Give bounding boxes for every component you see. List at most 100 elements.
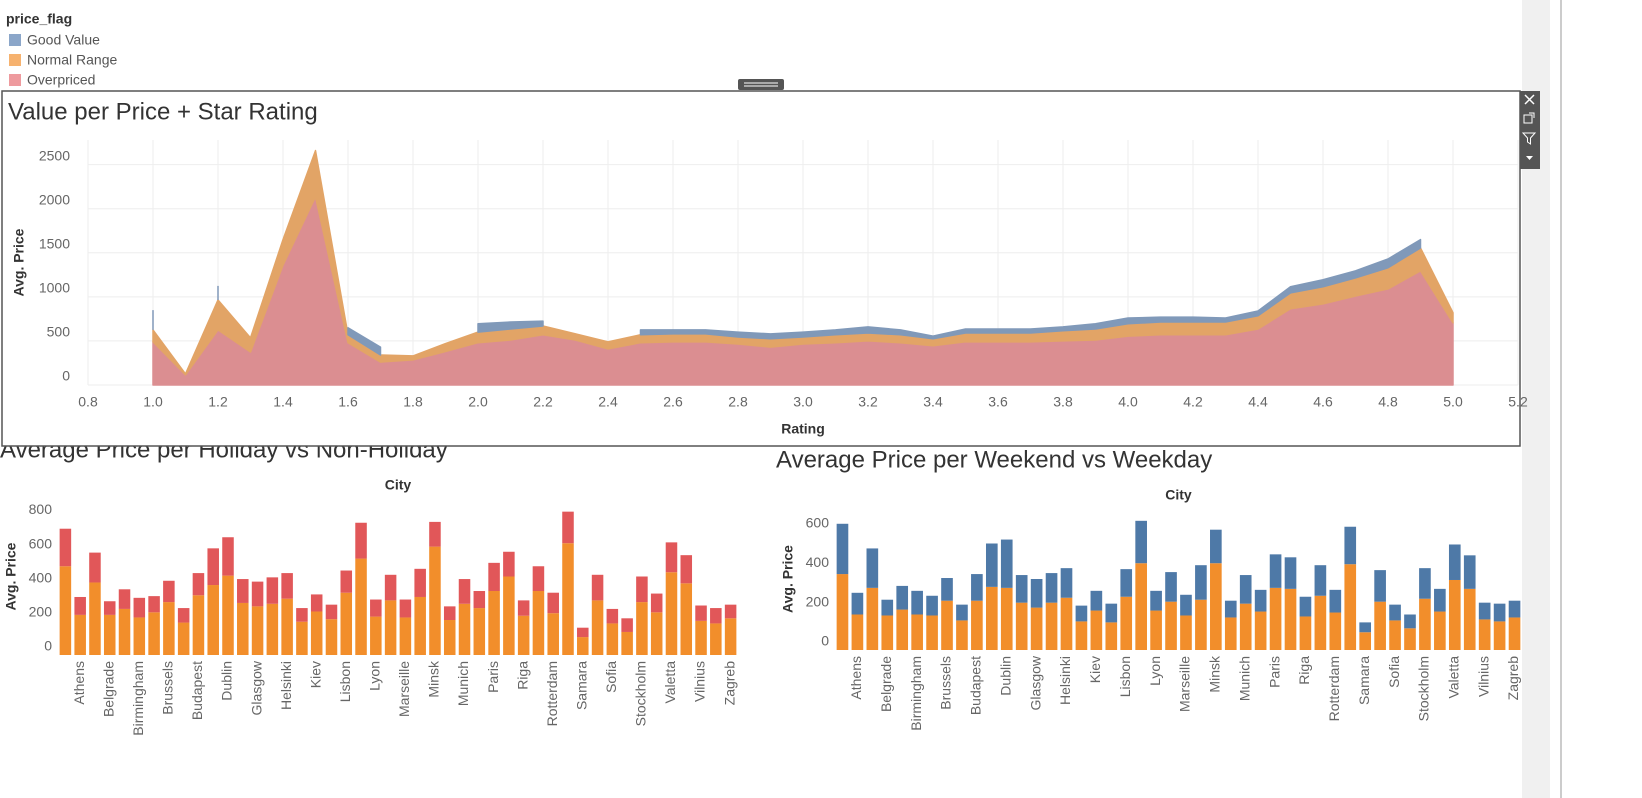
bar-segment — [881, 599, 894, 616]
y-tick-label: 200 — [806, 593, 830, 609]
bar-segment — [1344, 564, 1357, 650]
x-tick-label: Paris — [1266, 656, 1282, 688]
bar-segment — [251, 606, 264, 655]
menu-button[interactable] — [1526, 156, 1533, 160]
legend-label: Good Value — [27, 32, 100, 48]
bar-segment — [1374, 601, 1386, 650]
bar-segment — [636, 602, 648, 655]
bar-segment — [926, 615, 938, 650]
bar-segment — [1060, 568, 1073, 598]
x-tick-label: 5.0 — [1443, 394, 1463, 410]
bar-segment — [1434, 611, 1446, 650]
bar-segment — [710, 623, 722, 655]
bar-segment — [281, 598, 293, 655]
bar-segment — [1329, 589, 1342, 613]
bar-segment — [266, 603, 279, 655]
x-tick-label: Minsk — [426, 660, 442, 698]
bar-segment — [724, 604, 737, 619]
x-tick-label: Marseille — [396, 661, 412, 717]
legend-swatch — [9, 54, 21, 66]
bar-segment — [118, 589, 131, 609]
bar-segment — [866, 587, 879, 650]
chart-title: Value per Price + Star Rating — [8, 98, 318, 125]
bar-segment — [956, 620, 968, 650]
y-tick-label: 2500 — [39, 147, 70, 163]
x-tick-label: Vilnius — [1475, 656, 1491, 697]
x-tick-label: Birmingham — [130, 661, 146, 736]
bar-segment — [1239, 603, 1252, 650]
bar-segment — [1120, 569, 1133, 597]
x-tick-label: Glasgow — [1027, 655, 1043, 710]
x-tick-label: 2.0 — [468, 394, 488, 410]
bar-segment — [532, 566, 545, 592]
bar-segment — [1404, 628, 1416, 650]
bar-segment — [310, 594, 323, 612]
bar-segment — [1120, 596, 1133, 650]
bar-segment — [443, 620, 456, 655]
bar-segment — [103, 614, 116, 655]
area — [152, 238, 1422, 356]
bar-segment — [458, 603, 471, 655]
x-tick-label: Birmingham — [908, 656, 924, 731]
bar-segment — [207, 548, 219, 586]
legend-label: Normal Range — [27, 52, 117, 68]
x-tick-label: Rotterdam — [544, 661, 560, 726]
bar-segment — [384, 574, 397, 601]
x-tick-label: Lisbon — [1117, 656, 1133, 697]
y-tick-label: 600 — [29, 535, 53, 551]
bar-segment — [1165, 572, 1177, 602]
bar-segment — [1180, 594, 1192, 616]
x-tick-label: 1.0 — [143, 394, 163, 410]
bar-segment — [562, 511, 574, 544]
bar-segment — [636, 576, 648, 603]
bar-segment — [547, 613, 559, 655]
bar-segment — [1015, 602, 1028, 650]
popout-button[interactable] — [1523, 112, 1535, 124]
x-tick-label: 3.8 — [1053, 394, 1073, 410]
bar-segment — [1493, 621, 1506, 650]
chart-frame — [1, 90, 1521, 447]
x-tick-label: Riga — [514, 661, 530, 690]
bar-segment — [355, 522, 367, 559]
bar-segment — [896, 609, 909, 650]
bar-segment — [1045, 573, 1058, 603]
bar-segment — [1434, 588, 1446, 612]
x-tick-label: 3.6 — [988, 394, 1008, 410]
y-tick-label: 800 — [29, 501, 53, 517]
bar-segment — [1060, 597, 1073, 650]
drag-handle[interactable] — [738, 79, 784, 90]
x-tick-label: Zagreb — [721, 661, 737, 706]
bar-segment — [1508, 600, 1521, 618]
bar-segment — [1448, 579, 1461, 650]
y-tick-label: 0 — [821, 633, 829, 649]
bar-segment — [1389, 604, 1401, 621]
bar-segment — [650, 612, 663, 655]
x-tick-label: 2.6 — [663, 394, 683, 410]
x-tick-label: 1.2 — [208, 394, 228, 410]
x-tick-label: 4.2 — [1183, 394, 1203, 410]
x-axis-title: Rating — [781, 421, 825, 437]
x-tick-label: 4.4 — [1248, 394, 1268, 410]
filter-button[interactable] — [1521, 132, 1537, 145]
bar-segment — [1463, 555, 1476, 589]
bar-segment — [577, 637, 589, 655]
bar-segment — [488, 562, 500, 592]
x-tick-label: Marseille — [1177, 656, 1193, 712]
bar-segment — [695, 605, 707, 621]
bar-segment — [1210, 563, 1222, 650]
x-tick-label: Lisbon — [337, 661, 353, 702]
y-tick-label: 2000 — [39, 191, 70, 207]
bar-segment — [1165, 601, 1177, 650]
close-button[interactable] — [1524, 94, 1535, 105]
bar-segment — [148, 612, 160, 655]
bar-segment — [74, 614, 86, 655]
x-tick-label: Budapest — [189, 661, 205, 720]
bar-segment — [1150, 590, 1162, 611]
x-tick-label: Belgrade — [100, 661, 116, 717]
chart-title: Average Price per Weekend vs Weekday — [776, 446, 1212, 473]
bar-segment — [971, 574, 983, 601]
bar-segment — [1224, 617, 1237, 650]
bar-segment — [680, 555, 693, 584]
bar-segment — [192, 573, 205, 596]
bar-segment — [251, 581, 264, 607]
